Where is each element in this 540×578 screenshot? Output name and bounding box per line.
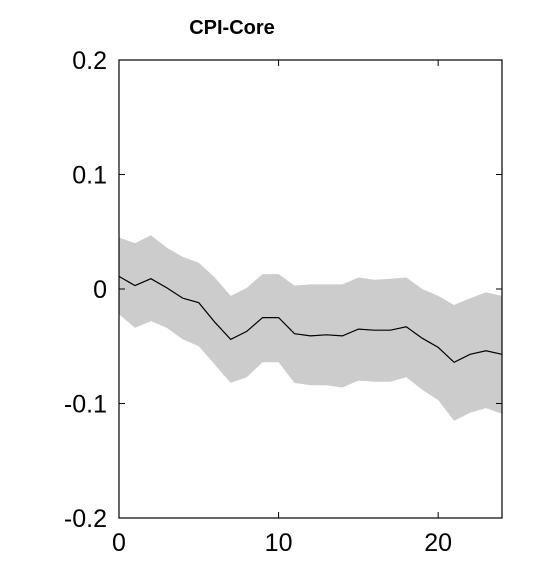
x-tick-label: 0: [112, 529, 126, 557]
x-tick-label: 20: [424, 529, 452, 557]
y-tick-label: 0.2: [72, 47, 107, 75]
y-tick-label: -0.1: [64, 391, 107, 419]
median-response-line: [118, 275, 503, 364]
median-line-layer: [118, 275, 503, 364]
y-tick-label: 0.1: [72, 162, 107, 190]
confidence-band: [119, 235, 502, 421]
y-tick-label: 0: [93, 276, 107, 304]
y-tick-label: -0.2: [64, 505, 107, 533]
y-axis: 0.2 0.1 0 -0.1 -0.2: [64, 47, 502, 533]
x-tick-label: 10: [265, 529, 293, 557]
confidence-band-layer: [119, 235, 502, 421]
x-axis: 0 10 20: [112, 60, 452, 557]
chart-title: CPI-Core: [189, 17, 275, 39]
